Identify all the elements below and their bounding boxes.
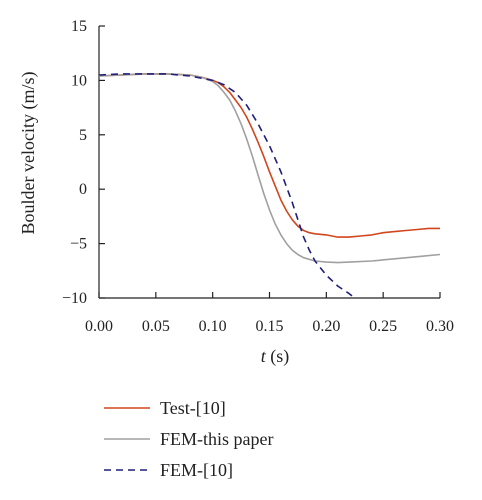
y-tick-label: 5: [79, 127, 87, 144]
x-tick-label: 0.10: [199, 318, 227, 335]
x-tick-label: 0.15: [256, 318, 284, 335]
series-line-1: [99, 73, 440, 238]
series-line-3: [99, 73, 356, 298]
legend-label: Test-[10]: [160, 398, 226, 418]
x-ticks: 0.00 0.05 0.10 0.15 0.20 0.25 0.30: [85, 292, 454, 335]
y-tick-label: 0: [79, 181, 87, 198]
y-tick-label: −10: [62, 290, 87, 307]
x-tick-label: 0.20: [312, 318, 340, 335]
y-tick-label: 15: [71, 18, 87, 35]
y-axis-title: Boulder velocity (m/s): [18, 72, 39, 235]
x-tick-label: 0.30: [426, 318, 454, 335]
legend-label: FEM-[10]: [160, 460, 233, 480]
legend-label: FEM-this paper: [160, 429, 273, 449]
x-tick-label: 0.00: [85, 318, 113, 335]
x-tick-label: 0.05: [142, 318, 170, 335]
legend: Test-[10] FEM-this paper FEM-[10]: [104, 398, 273, 480]
x-axis-title: t (s): [261, 346, 290, 367]
x-tick-label: 0.25: [369, 318, 397, 335]
y-tick-label: 10: [71, 72, 87, 89]
x-axis-title-unit: (s): [266, 346, 290, 367]
y-tick-label: −5: [70, 236, 87, 253]
y-ticks: −10 −5 0 5 10 15: [62, 18, 105, 307]
series-line-2: [99, 73, 440, 264]
series-layer: [99, 73, 440, 298]
plot-area: −10 −5 0 5 10 15 0.00 0.05 0.10 0.15 0.20 0.25 0.30: [62, 18, 454, 335]
x-axis-title-variable: t: [261, 346, 267, 366]
